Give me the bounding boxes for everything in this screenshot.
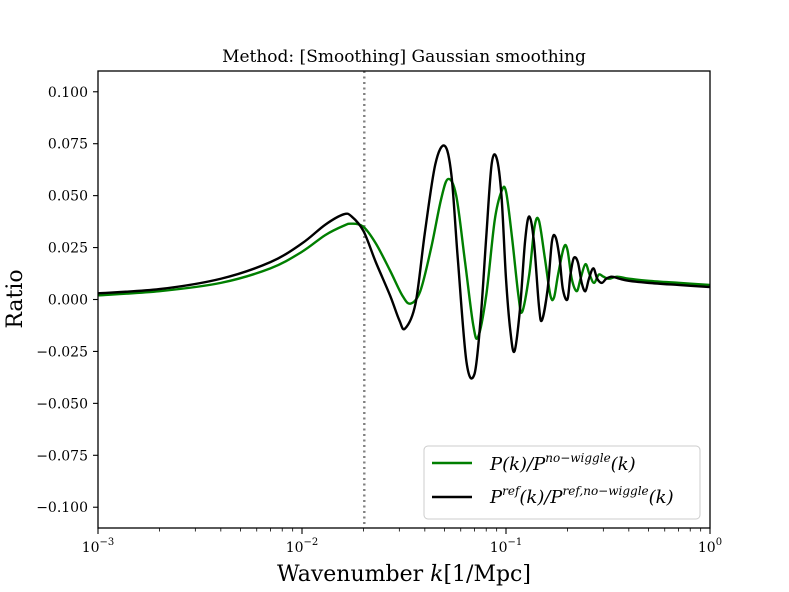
legend-box [423,445,701,520]
y-tick-label: −0.025 [36,344,88,360]
legend-label-series-2: Pref(k)/Pref,no−wiggle(k) [489,484,674,508]
y-tick-label: −0.100 [36,500,88,516]
y-axis: 0.100 0.075 0.050 0.025 0.000 −0.025 −0.050 −0.… [36,85,98,516]
y-axis-label: Ratio [3,269,28,328]
x-axis-label: Wavenumber k[1/Mpc] [277,562,531,587]
series-line-1 [98,177,710,340]
y-tick-label: 0.025 [48,241,88,257]
x-tick-label: 10−2 [286,537,319,556]
y-tick-label: 0.075 [48,137,88,153]
y-tick-label: −0.075 [36,448,88,464]
y-tick-label: 0.100 [48,85,88,101]
y-tick-label: 0.050 [48,189,88,205]
x-tick-label: 10−1 [490,537,523,556]
x-axis: 10−3 10−2 10−1 100 [82,528,722,556]
y-tick-label: −0.050 [36,396,88,412]
y-tick-label: 0.000 [48,293,88,309]
x-tick-label: 100 [698,537,722,556]
chart-title: Method: [Smoothing] Gaussian smoothing [222,47,586,67]
legend-label-series-1: P(k)/Pno−wiggle(k) [489,451,636,475]
series-line-2 [98,144,710,380]
legend: P(k)/Pno−wiggle(k) Pref(k)/Pref,no−wiggl… [423,445,701,520]
series-layer [98,144,710,380]
x-tick-label: 10−3 [82,537,115,556]
